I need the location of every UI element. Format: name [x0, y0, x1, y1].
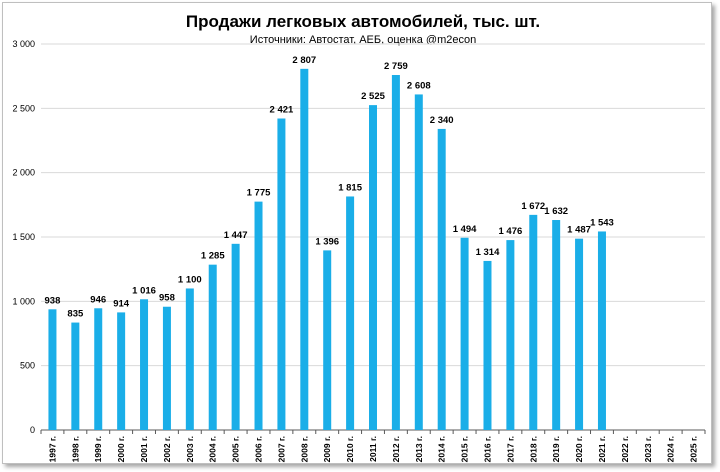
bar: [552, 220, 561, 430]
bar: [162, 306, 171, 430]
bar: [597, 231, 606, 430]
data-label: 946: [90, 294, 106, 305]
data-label: 2 340: [430, 115, 454, 126]
data-label: 1 447: [224, 230, 248, 241]
data-label: 1 100: [178, 274, 202, 285]
y-tick-label: 3 000: [12, 39, 35, 49]
data-label: 1 476: [498, 226, 522, 237]
x-tick-label: 2008 г.: [299, 436, 309, 462]
x-tick-label: 2025 г.: [689, 436, 699, 462]
bar: [575, 238, 584, 430]
x-axis: 1997 г. 1998 г. 1999 г. 2000 г. 2001 г. 2002 …: [40, 430, 706, 462]
data-label: 1 543: [590, 217, 614, 228]
y-tick-label: 2 000: [12, 168, 35, 178]
data-label: 1 285: [201, 251, 225, 262]
bar: [277, 118, 286, 431]
data-label: 2 759: [384, 61, 408, 72]
x-tick-label: 2013 г.: [414, 436, 424, 462]
data-label: 1 672: [521, 201, 545, 212]
x-tick-label: 1997 г.: [47, 436, 57, 462]
x-tick-label: 2020 г.: [574, 436, 584, 462]
y-tick-label: 500: [20, 361, 35, 371]
data-label: 1 487: [567, 225, 591, 236]
bar: [231, 243, 240, 430]
y-tick-label: 2 500: [12, 103, 35, 113]
chart-title: Продажи легковых автомобилей, тыс. шт.: [186, 12, 540, 31]
data-label: 2 608: [407, 80, 431, 91]
x-tick-label: 2011 г.: [368, 436, 378, 462]
data-label: 914: [113, 298, 130, 309]
y-tick-label: 1 000: [12, 296, 35, 306]
bar: [369, 105, 377, 430]
x-tick-label: 2016 г.: [482, 436, 492, 462]
bar: [437, 128, 446, 431]
bar: [48, 309, 57, 430]
data-label: 2 807: [292, 55, 316, 66]
bar: [140, 299, 149, 430]
chart-svg: Продажи легковых автомобилей, тыс. шт. И…: [12, 12, 706, 462]
x-tick-label: 2004 г.: [208, 436, 218, 462]
x-tick-label: 2023 г.: [643, 436, 653, 462]
data-label: 1 016: [132, 285, 156, 296]
bar: [94, 308, 103, 430]
x-tick-label: 2005 г.: [231, 436, 241, 462]
x-tick-label: 2010 г.: [345, 436, 355, 462]
data-label: 2 525: [361, 91, 385, 102]
x-tick-label: 1998 г.: [70, 436, 80, 462]
bar: [117, 312, 126, 430]
x-tick-label: 2002 г.: [162, 436, 172, 462]
x-tick-label: 2000 г.: [116, 436, 126, 462]
chart-frame: Продажи легковых автомобилей, тыс. шт. И…: [2, 2, 712, 464]
data-label: 1 632: [544, 206, 568, 217]
bar: [71, 322, 80, 430]
bar: [460, 237, 469, 430]
data-label: 835: [67, 309, 84, 320]
x-tick-label: 2012 г.: [391, 436, 401, 462]
x-tick-label: 2018 г.: [528, 436, 538, 462]
chart-subtitle: Источники: Автостат, АЕБ, оценка @m2econ: [250, 34, 476, 46]
x-tick-label: 2007 г.: [276, 436, 286, 462]
y-tick-label: 1 500: [12, 232, 35, 242]
x-tick-label: 2017 г.: [505, 436, 515, 462]
y-tick-label: 0: [30, 425, 35, 435]
x-tick-label: 2009 г.: [322, 436, 332, 462]
x-tick-label: 2001 г.: [139, 436, 149, 462]
bar: [300, 68, 309, 430]
bar: [506, 240, 515, 430]
bar: [208, 264, 217, 430]
bar: [529, 214, 538, 430]
data-label: 1 775: [247, 188, 271, 199]
x-tick-label: 2019 г.: [551, 436, 561, 462]
x-tick-label: 2015 г.: [460, 436, 470, 462]
data-label: 2 421: [270, 104, 294, 115]
bar: [483, 260, 492, 430]
x-tick-label: 2024 г.: [666, 436, 676, 462]
x-tick-label: 2021 г.: [597, 436, 607, 462]
data-label: 1 396: [315, 236, 339, 247]
data-label: 958: [159, 293, 175, 304]
bar: [414, 94, 423, 431]
bar: [254, 201, 263, 430]
data-label: 1 815: [338, 182, 362, 193]
x-tick-label: 2014 г.: [437, 436, 447, 462]
bar: [185, 288, 194, 430]
y-axis: 0 500 1 000 1 500 2 000 2 500 3 000: [12, 39, 35, 435]
data-label: 1 494: [453, 224, 477, 235]
bar: [323, 250, 332, 430]
x-tick-label: 2003 г.: [185, 436, 195, 462]
data-label: 1 314: [476, 247, 500, 258]
x-tick-label: 2006 г.: [254, 436, 264, 462]
bar: [391, 75, 400, 430]
x-tick-label: 2022 г.: [620, 436, 630, 462]
data-label: 938: [45, 295, 61, 306]
bar: [346, 196, 355, 430]
bars-layer: [48, 68, 606, 431]
x-tick-label: 1999 г.: [93, 436, 103, 462]
